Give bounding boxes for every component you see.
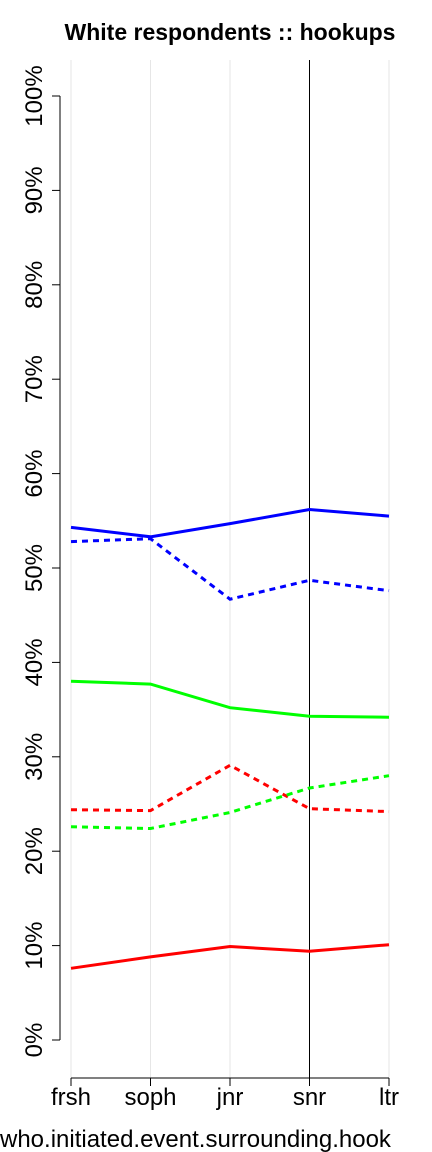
y-tick-label: 30% — [21, 733, 48, 781]
y-tick-label: 70% — [21, 355, 48, 403]
series-line-4 — [70, 763, 390, 814]
y-tick-label: 90% — [21, 166, 48, 214]
x-tick-label: soph — [124, 1084, 176, 1111]
grid — [70, 60, 390, 1078]
axes: 0% 10% 20% 30% 40% 50% 60% 70% 80% 90% 100% frsh sop… — [21, 65, 399, 1111]
series-line-3 — [70, 679, 390, 719]
x-tick-label: jnr — [216, 1084, 244, 1111]
series-line-6 — [70, 943, 390, 970]
y-tick-label: 50% — [21, 544, 48, 592]
x-tick-label: ltr — [379, 1084, 399, 1111]
y-tick-label: 60% — [21, 450, 48, 498]
y-tick-label: 0% — [21, 1023, 48, 1058]
series-group — [70, 507, 390, 970]
series-line-2 — [70, 537, 390, 601]
y-tick-label: 20% — [21, 827, 48, 875]
y-tick-label: 40% — [21, 638, 48, 686]
series-line-1 — [70, 507, 390, 539]
x-tick-label: snr — [293, 1084, 326, 1111]
y-tick-label: 100% — [21, 65, 48, 126]
x-axis-label: who.initiated.event.surrounding.hook — [0, 1126, 392, 1152]
y-tick-label: 10% — [21, 922, 48, 970]
y-tick-label: 80% — [21, 261, 48, 309]
chart-title: White respondents :: hookups — [65, 19, 396, 45]
x-tick-label: frsh — [51, 1084, 91, 1111]
